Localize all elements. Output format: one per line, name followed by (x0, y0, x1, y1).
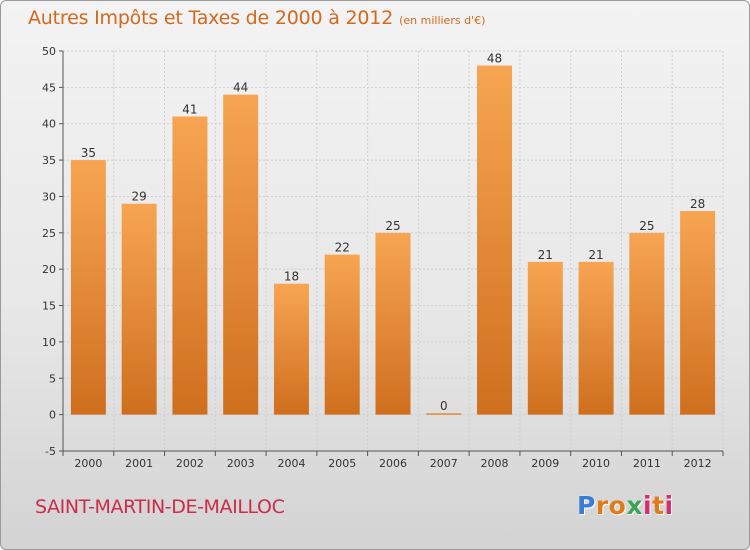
x-tick-label-2008: 2008 (481, 457, 509, 470)
y-tick-label: 50 (42, 45, 56, 58)
y-tick-label: 0 (49, 409, 56, 422)
y-tick-label: 25 (42, 227, 56, 240)
chart-unit: (en milliers d'€) (399, 14, 486, 27)
title-row: Autres Impôts et Taxes de 2000 à 2012 (en… (28, 7, 485, 29)
x-tick-label-2009: 2009 (531, 457, 559, 470)
x-tick-label-2000: 2000 (74, 457, 102, 470)
y-tick-label: -5 (45, 445, 56, 458)
tick-labels: -5 0 5 10 15 20 25 30 35 40 45 50 2000 2001 2002 2003 20… (42, 45, 712, 470)
bar-2001 (121, 203, 157, 415)
data-label-2004: 18 (284, 270, 299, 284)
bar-2009 (527, 261, 563, 415)
bar-2002 (172, 116, 208, 415)
x-tick-label-2012: 2012 (684, 457, 712, 470)
x-tick-label-2010: 2010 (582, 457, 610, 470)
bar-2011 (629, 232, 665, 415)
proxiti-logo: Proxiti (577, 491, 674, 520)
data-label-2011: 25 (639, 219, 654, 233)
data-label-2008: 48 (487, 52, 502, 66)
bar-2010 (578, 261, 614, 415)
data-label-2009: 21 (538, 248, 553, 262)
data-label-2006: 25 (385, 219, 400, 233)
data-label-2005: 22 (335, 241, 350, 255)
bar-2007 (426, 413, 462, 415)
data-label-2010: 21 (588, 248, 603, 262)
y-tick-label: 30 (42, 190, 56, 203)
commune-name: SAINT-MARTIN-DE-MAILLOC (35, 496, 285, 518)
x-tick-label-2001: 2001 (125, 457, 153, 470)
data-label-2002: 41 (182, 102, 197, 116)
bar-2000 (70, 160, 106, 415)
chart-title: Autres Impôts et Taxes de 2000 à 2012 (28, 7, 394, 29)
x-tick-label-2005: 2005 (328, 457, 356, 470)
x-tick-label-2006: 2006 (379, 457, 407, 470)
logo-letter: o (608, 491, 627, 520)
y-tick-label: 40 (42, 118, 56, 131)
data-label-2012: 28 (690, 197, 705, 211)
y-tick-label: 10 (42, 336, 56, 349)
logo-letter: i (664, 491, 674, 520)
y-tick-label: 35 (42, 154, 56, 167)
x-tick-label-2007: 2007 (430, 457, 458, 470)
data-label-2007: 0 (440, 399, 448, 413)
x-tick-label-2004: 2004 (277, 457, 305, 470)
bar-2004 (273, 283, 309, 415)
y-tick-label: 5 (49, 372, 56, 385)
bar-2005 (324, 254, 360, 415)
axes (59, 50, 724, 456)
data-labels: 35 29 41 44 18 22 25 0 48 21 21 25 28 (81, 52, 706, 414)
logo-letter: P (577, 491, 596, 520)
logo-letter: i (643, 491, 653, 520)
bar-2008 (477, 65, 513, 415)
x-tick-label-2011: 2011 (633, 457, 661, 470)
bars (70, 65, 716, 415)
data-label-2001: 29 (132, 190, 147, 204)
y-tick-label: 45 (42, 81, 56, 94)
data-label-2003: 44 (233, 81, 248, 95)
x-tick-label-2003: 2003 (227, 457, 255, 470)
data-label-2000: 35 (81, 146, 96, 160)
logo-letter: t (652, 491, 665, 520)
x-tick-label-2002: 2002 (176, 457, 204, 470)
y-tick-label: 20 (42, 263, 56, 276)
bar-2006 (375, 232, 411, 415)
logo-letter: r (595, 491, 609, 520)
bar-2012 (680, 211, 716, 415)
bar-2003 (223, 94, 259, 415)
y-tick-label: 15 (42, 300, 56, 313)
logo-letter: x (626, 491, 643, 520)
